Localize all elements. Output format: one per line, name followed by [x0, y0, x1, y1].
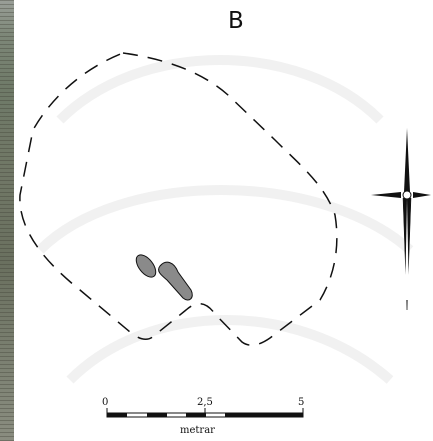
photo-edge — [0, 0, 14, 441]
background-watermark — [36, 55, 414, 384]
scale-tick-mid: 2,5 — [197, 397, 213, 408]
scale-bar — [106, 408, 304, 418]
scale-tick-0: 0 — [102, 397, 109, 408]
scale-unit: metrar — [180, 425, 215, 436]
north-arrow-compass-icon — [371, 128, 431, 311]
figure-letter: B — [228, 8, 244, 34]
stone-2 — [158, 261, 193, 301]
scale-tick-end: 5 — [298, 397, 305, 408]
stone-1 — [135, 254, 157, 278]
